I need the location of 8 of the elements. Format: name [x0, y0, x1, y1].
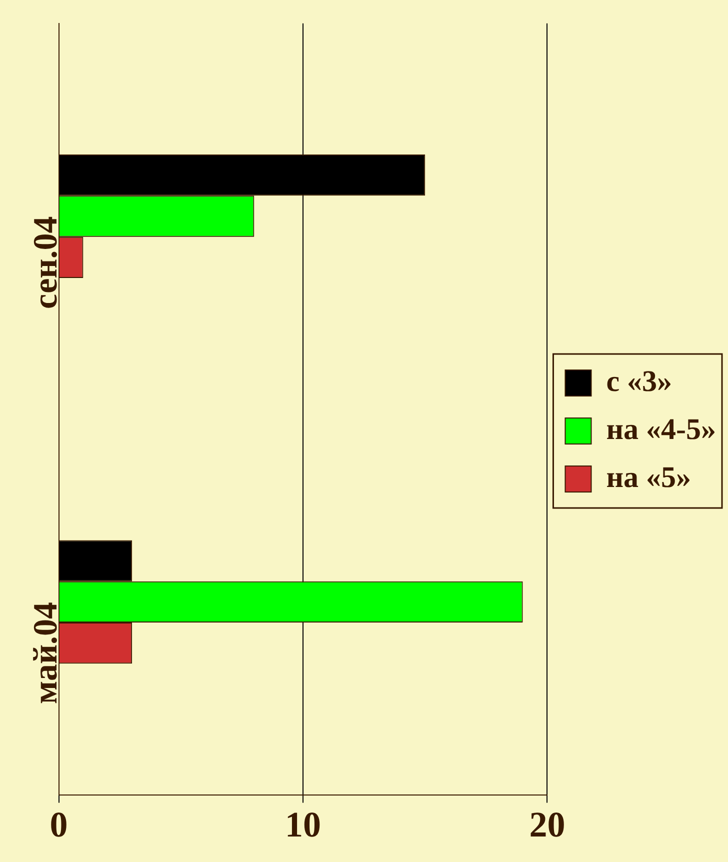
x-tick-label: 10 [285, 804, 322, 845]
legend-label: на «4-5» [606, 412, 716, 446]
y-tick-label: сен.04 [28, 216, 65, 309]
legend-label: с «3» [606, 364, 672, 398]
x-tick-label: 0 [50, 804, 68, 845]
x-tick-label: 20 [529, 804, 566, 845]
legend-label: на «5» [606, 460, 692, 494]
y-tick-label: май.04 [28, 602, 65, 704]
